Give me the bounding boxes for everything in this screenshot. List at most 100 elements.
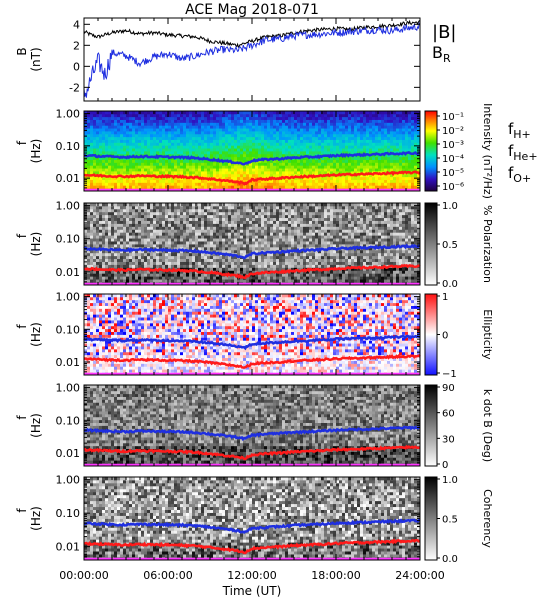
- heatmap-cell: [102, 249, 106, 254]
- heatmap-cell: [255, 165, 259, 169]
- heatmap-cell: [126, 246, 130, 251]
- heatmap-cell: [222, 238, 226, 242]
- heatmap-cell: [357, 136, 361, 140]
- heatmap-cell: [213, 142, 217, 146]
- heatmap-cell: [177, 223, 181, 227]
- heatmap-cell: [144, 211, 148, 216]
- heatmap-cell: [243, 151, 247, 155]
- heatmap-cell: [384, 179, 388, 183]
- heatmap-cell: [198, 252, 202, 257]
- heatmap-cell: [249, 244, 253, 248]
- heatmap-cell: [297, 122, 301, 126]
- heatmap-cell: [162, 139, 166, 143]
- heatmap-cell: [381, 168, 385, 172]
- heatmap-cell: [132, 255, 136, 260]
- heatmap-cell: [186, 165, 190, 169]
- heatmap-cell: [291, 182, 295, 186]
- heatmap-cell: [150, 168, 154, 172]
- heatmap-cell: [150, 116, 154, 120]
- heatmap-cell: [177, 208, 181, 213]
- heatmap-cell: [240, 232, 244, 236]
- heatmap-cell: [123, 214, 127, 219]
- heatmap-cell: [240, 153, 244, 158]
- heatmap-cell: [267, 165, 271, 169]
- heatmap-cell: [111, 244, 115, 248]
- heatmap-cell: [267, 159, 271, 163]
- heatmap-cell: [207, 116, 211, 120]
- heatmap-cell: [330, 119, 334, 123]
- heatmap-cell: [129, 235, 133, 239]
- heatmap-cell: [204, 151, 208, 155]
- heatmap-cell: [135, 128, 139, 132]
- heatmap-cell: [216, 151, 220, 155]
- heatmap-cell: [384, 159, 388, 163]
- heatmap-cell: [315, 159, 319, 163]
- heatmap-cell: [402, 168, 406, 172]
- heatmap-cell: [285, 151, 289, 155]
- heatmap-cell: [123, 229, 127, 233]
- heatmap-cell: [159, 133, 163, 138]
- heatmap-cell: [210, 153, 214, 158]
- heatmap-cell: [192, 205, 196, 210]
- heatmap-cell: [318, 131, 322, 135]
- heatmap-cell: [150, 159, 154, 163]
- heatmap-cell: [300, 171, 304, 175]
- heatmap-cell: [249, 249, 253, 254]
- heatmap-cell: [234, 255, 238, 260]
- heatmap-cell: [162, 238, 166, 242]
- heatmap-cell: [237, 223, 241, 227]
- heatmap-cell: [96, 133, 100, 138]
- heatmap-cell: [141, 176, 145, 180]
- heatmap-cell: [201, 165, 205, 169]
- heatmap-cell: [129, 223, 133, 227]
- heatmap-cell: [255, 220, 259, 224]
- heatmap-cell: [393, 139, 397, 143]
- heatmap-cell: [231, 267, 235, 271]
- heatmap-cell: [336, 139, 340, 143]
- heatmap-cell: [366, 162, 370, 166]
- heatmap-cell: [330, 136, 334, 140]
- heatmap-cell: [219, 116, 223, 120]
- heatmap-cell: [93, 125, 97, 129]
- heatmap-cell: [378, 151, 382, 155]
- heatmap-cell: [123, 145, 127, 149]
- heatmap-cell: [147, 113, 151, 118]
- heatmap-cell: [270, 159, 274, 163]
- heatmap-cell: [303, 133, 307, 138]
- heatmap-cell: [267, 142, 271, 146]
- heatmap-cell: [234, 148, 238, 152]
- heatmap-cell: [174, 238, 178, 242]
- heatmap-cell: [219, 208, 223, 213]
- y-tick-label: -2: [69, 81, 80, 94]
- heatmap-cell: [174, 267, 178, 271]
- heatmap-cell: [240, 246, 244, 251]
- heatmap-cell: [141, 142, 145, 146]
- heatmap-cell: [123, 182, 127, 186]
- heatmap-cell: [258, 182, 262, 186]
- heatmap-cell: [165, 217, 169, 221]
- heatmap-cell: [171, 211, 175, 216]
- heatmap-cell: [186, 145, 190, 149]
- heatmap-cell: [222, 246, 226, 251]
- heatmap-cell: [102, 244, 106, 248]
- heatmap-cell: [210, 122, 214, 126]
- heatmap-cell: [90, 122, 94, 126]
- heatmap-cell: [384, 136, 388, 140]
- heatmap-cell: [231, 261, 235, 265]
- heatmap-cell: [123, 276, 127, 280]
- heatmap-cell: [339, 185, 343, 189]
- heatmap-cell: [144, 148, 148, 152]
- heatmap-cell: [120, 185, 124, 189]
- heatmap-cell: [417, 139, 421, 143]
- heatmap-cell: [204, 252, 208, 257]
- heatmap-cell: [126, 176, 130, 180]
- heatmap-cell: [207, 168, 211, 172]
- heatmap-cell: [378, 142, 382, 146]
- heatmap-cell: [192, 229, 196, 233]
- heatmap-cell: [288, 165, 292, 169]
- heatmap-cell: [96, 226, 100, 230]
- heatmap-cell: [114, 270, 118, 274]
- heatmap-cell: [204, 179, 208, 183]
- heatmap-cell: [300, 128, 304, 132]
- heatmap-cell: [309, 182, 313, 186]
